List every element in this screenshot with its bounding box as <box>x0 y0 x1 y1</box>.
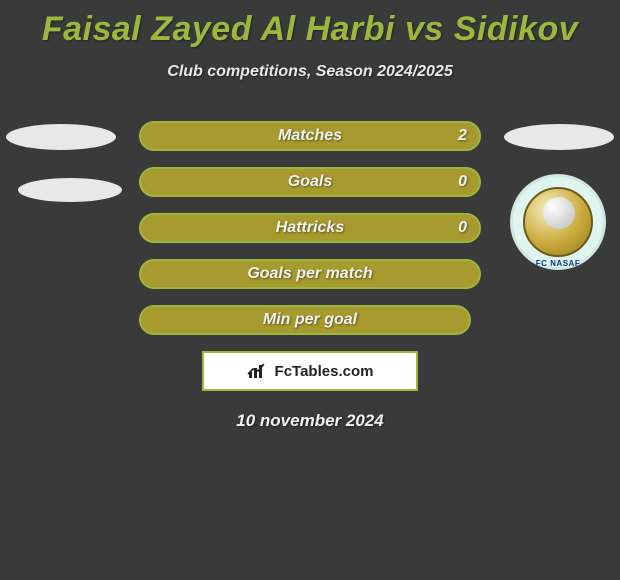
stat-value: 2 <box>458 121 467 151</box>
subtitle: Club competitions, Season 2024/2025 <box>0 63 620 81</box>
source-badge[interactable]: FcTables.com <box>202 351 418 391</box>
club-crest <box>523 187 593 257</box>
stat-label: Matches <box>139 121 481 151</box>
stat-label: Min per goal <box>139 305 481 335</box>
date: 10 november 2024 <box>0 411 620 431</box>
club-name: FC NASAF <box>513 259 603 268</box>
stat-value: 0 <box>458 167 467 197</box>
stat-row: Goals per match <box>139 259 481 289</box>
stat-row: Min per goal <box>139 305 481 335</box>
page-title: Faisal Zayed Al Harbi vs Sidikov <box>0 0 620 49</box>
chart-icon <box>247 362 269 380</box>
stat-label: Goals per match <box>139 259 481 289</box>
stats-bars: Matches 2 Goals 0 Hattricks 0 Goals per … <box>139 121 481 335</box>
left-player-slot-1 <box>6 124 116 150</box>
stat-value: 0 <box>458 213 467 243</box>
stat-row: Matches 2 <box>139 121 481 151</box>
crest-ball-icon <box>543 197 575 229</box>
stat-row: Goals 0 <box>139 167 481 197</box>
source-badge-text: FcTables.com <box>275 363 374 380</box>
right-player-slot-1 <box>504 124 614 150</box>
stat-row: Hattricks 0 <box>139 213 481 243</box>
stat-label: Goals <box>139 167 481 197</box>
left-player-slot-2 <box>18 178 122 202</box>
right-club-logo: FC NASAF <box>510 174 606 270</box>
stat-label: Hattricks <box>139 213 481 243</box>
